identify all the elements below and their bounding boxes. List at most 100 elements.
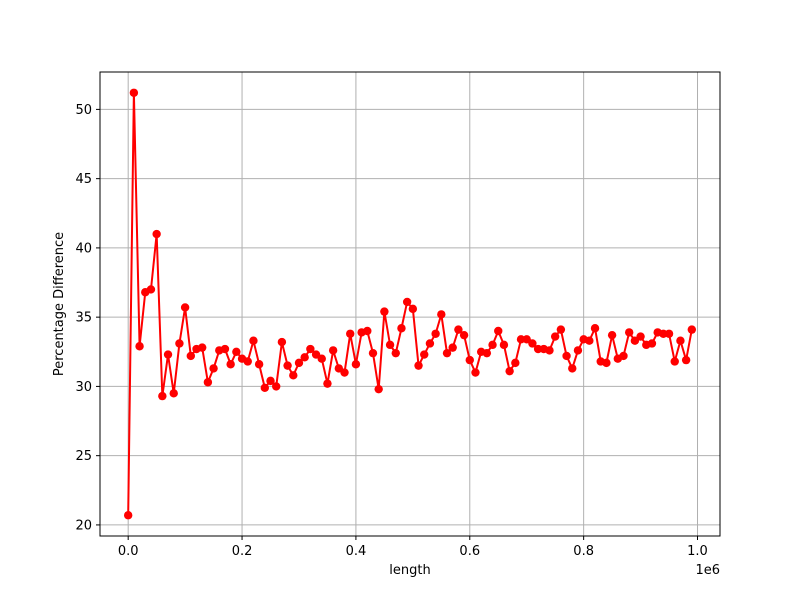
x-axis-label: length [389,563,430,578]
data-point [573,346,583,355]
data-point [323,379,332,388]
data-point [146,285,156,294]
x-tick-label: 0.0 [118,544,139,559]
data-point [619,351,628,361]
data-point [624,328,634,337]
data-point [420,350,429,359]
data-point [266,376,275,386]
plot-area-frame [99,71,721,537]
data-point [499,340,509,350]
data-point [442,348,452,358]
data-point [607,330,617,340]
data-point [368,348,378,358]
data-point [317,354,326,363]
data-point [550,332,560,341]
y-tick-label: 30 [75,380,92,395]
data-point [391,348,400,358]
data-point [590,324,600,333]
y-tick-label: 20 [75,518,92,533]
data-point [209,364,218,373]
data-point [568,364,577,373]
data-point [556,325,566,334]
data-point [197,343,207,352]
data-point [254,360,264,369]
x-axis-offset-label: 1e6 [695,563,720,578]
data-point [220,344,230,354]
data-point [351,360,361,369]
data-point [511,358,520,368]
data-point [647,339,657,348]
data-point [260,383,270,392]
data-point [289,371,298,380]
data-point [180,303,190,312]
data-point [664,329,674,338]
data-point [169,389,178,398]
data-point [277,337,287,347]
y-tick-label: 40 [75,241,92,256]
x-tick-label: 1.0 [687,544,708,559]
data-point [203,378,213,387]
data-point [135,342,144,351]
data-point [175,339,184,348]
data-point [363,326,372,336]
data-point [670,357,679,366]
data-point [300,353,309,362]
data-point [380,307,389,316]
data-point [505,366,514,376]
data-point [488,340,497,350]
y-tick-label: 35 [75,311,92,326]
data-point [402,297,412,307]
data-point [243,357,252,366]
data-point [163,350,173,359]
y-tick-label: 25 [75,449,92,464]
data-point [431,329,440,338]
data-point [249,336,258,345]
data-point [471,368,480,377]
x-tick-label: 0.2 [232,544,253,559]
data-point [545,346,554,355]
data-point [602,358,611,368]
data-point [294,358,304,368]
data-point [494,326,503,336]
grid-lines [100,72,720,536]
y-tick-label: 50 [75,103,92,118]
data-point [397,324,406,333]
data-point [687,325,697,334]
data-point [681,355,691,365]
data-point [346,329,355,338]
data-point [385,340,395,350]
data-point [186,351,196,361]
data-point [152,229,161,239]
data-point [226,360,235,369]
x-tick-label: 0.4 [346,544,367,559]
data-series [123,88,697,520]
data-point [482,348,492,358]
data-point [272,382,281,391]
data-point [340,368,349,377]
data-point [459,330,469,340]
data-point [123,511,133,520]
y-tick-label: 45 [75,172,92,187]
data-point [425,339,435,348]
data-point [408,304,418,314]
data-point [129,88,139,97]
data-point [448,343,457,352]
data-point [437,310,446,319]
data-point [465,355,474,365]
data-point [374,384,383,394]
y-axis-label: Percentage Difference [52,232,67,376]
data-point [414,361,423,370]
axis-ticks: 0.0 0.2 0.4 0.6 0.8 1.0 20 25 30 35 40 45 50 [75,103,707,559]
data-point [306,344,315,354]
data-point [328,346,338,355]
data-point [562,351,571,361]
x-tick-label: 0.8 [573,544,594,559]
data-point [454,325,463,334]
x-tick-label: 0.6 [459,544,480,559]
data-point [158,391,167,401]
data-point [232,347,241,356]
data-point [585,336,594,345]
data-point [283,361,292,370]
data-point [676,336,685,345]
